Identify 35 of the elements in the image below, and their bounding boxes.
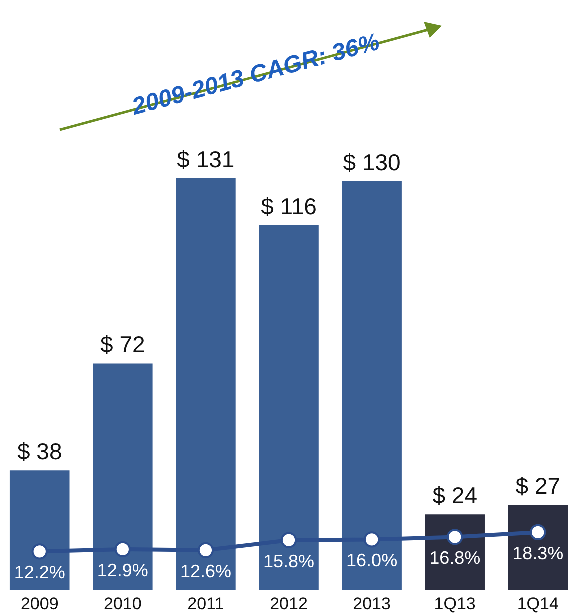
- data-label: $ 130: [343, 149, 401, 176]
- x-tick-label: 2010: [104, 594, 142, 614]
- bar: [342, 181, 402, 590]
- point: [364, 532, 380, 548]
- bar: [508, 505, 568, 590]
- x-tick-label: 1Q14: [517, 594, 559, 614]
- x-tick-label: 2009: [20, 594, 59, 614]
- bar: [176, 178, 236, 590]
- point: [447, 529, 464, 546]
- bar: [425, 514, 485, 590]
- data-label: $ 131: [177, 146, 235, 172]
- data-label: 12.6%: [180, 561, 232, 582]
- bar: [93, 364, 153, 590]
- x-tick-label: 2011: [188, 594, 224, 614]
- data-label: $ 24: [432, 482, 478, 509]
- data-label: 18.3%: [512, 543, 564, 564]
- data-label: 12.9%: [97, 560, 148, 580]
- x-tick-label: 1Q13: [434, 594, 476, 614]
- data-label: $ 116: [261, 193, 317, 220]
- data-label: 12.2%: [14, 562, 66, 583]
- data-label: $ 38: [17, 438, 62, 465]
- point: [32, 544, 48, 560]
- point: [198, 542, 214, 558]
- x-tick-label: 2012: [270, 594, 308, 614]
- data-label: 16.0%: [346, 550, 398, 571]
- data-label: 16.8%: [430, 548, 481, 568]
- point: [530, 524, 546, 541]
- point: [114, 541, 131, 558]
- bar: [259, 225, 319, 590]
- bar: [10, 470, 70, 590]
- data-label: $ 72: [100, 332, 146, 358]
- point: [280, 532, 298, 548]
- data-label: $ 27: [516, 473, 561, 500]
- x-tick-label: 2013: [353, 594, 391, 614]
- data-label: 15.8%: [263, 551, 315, 572]
